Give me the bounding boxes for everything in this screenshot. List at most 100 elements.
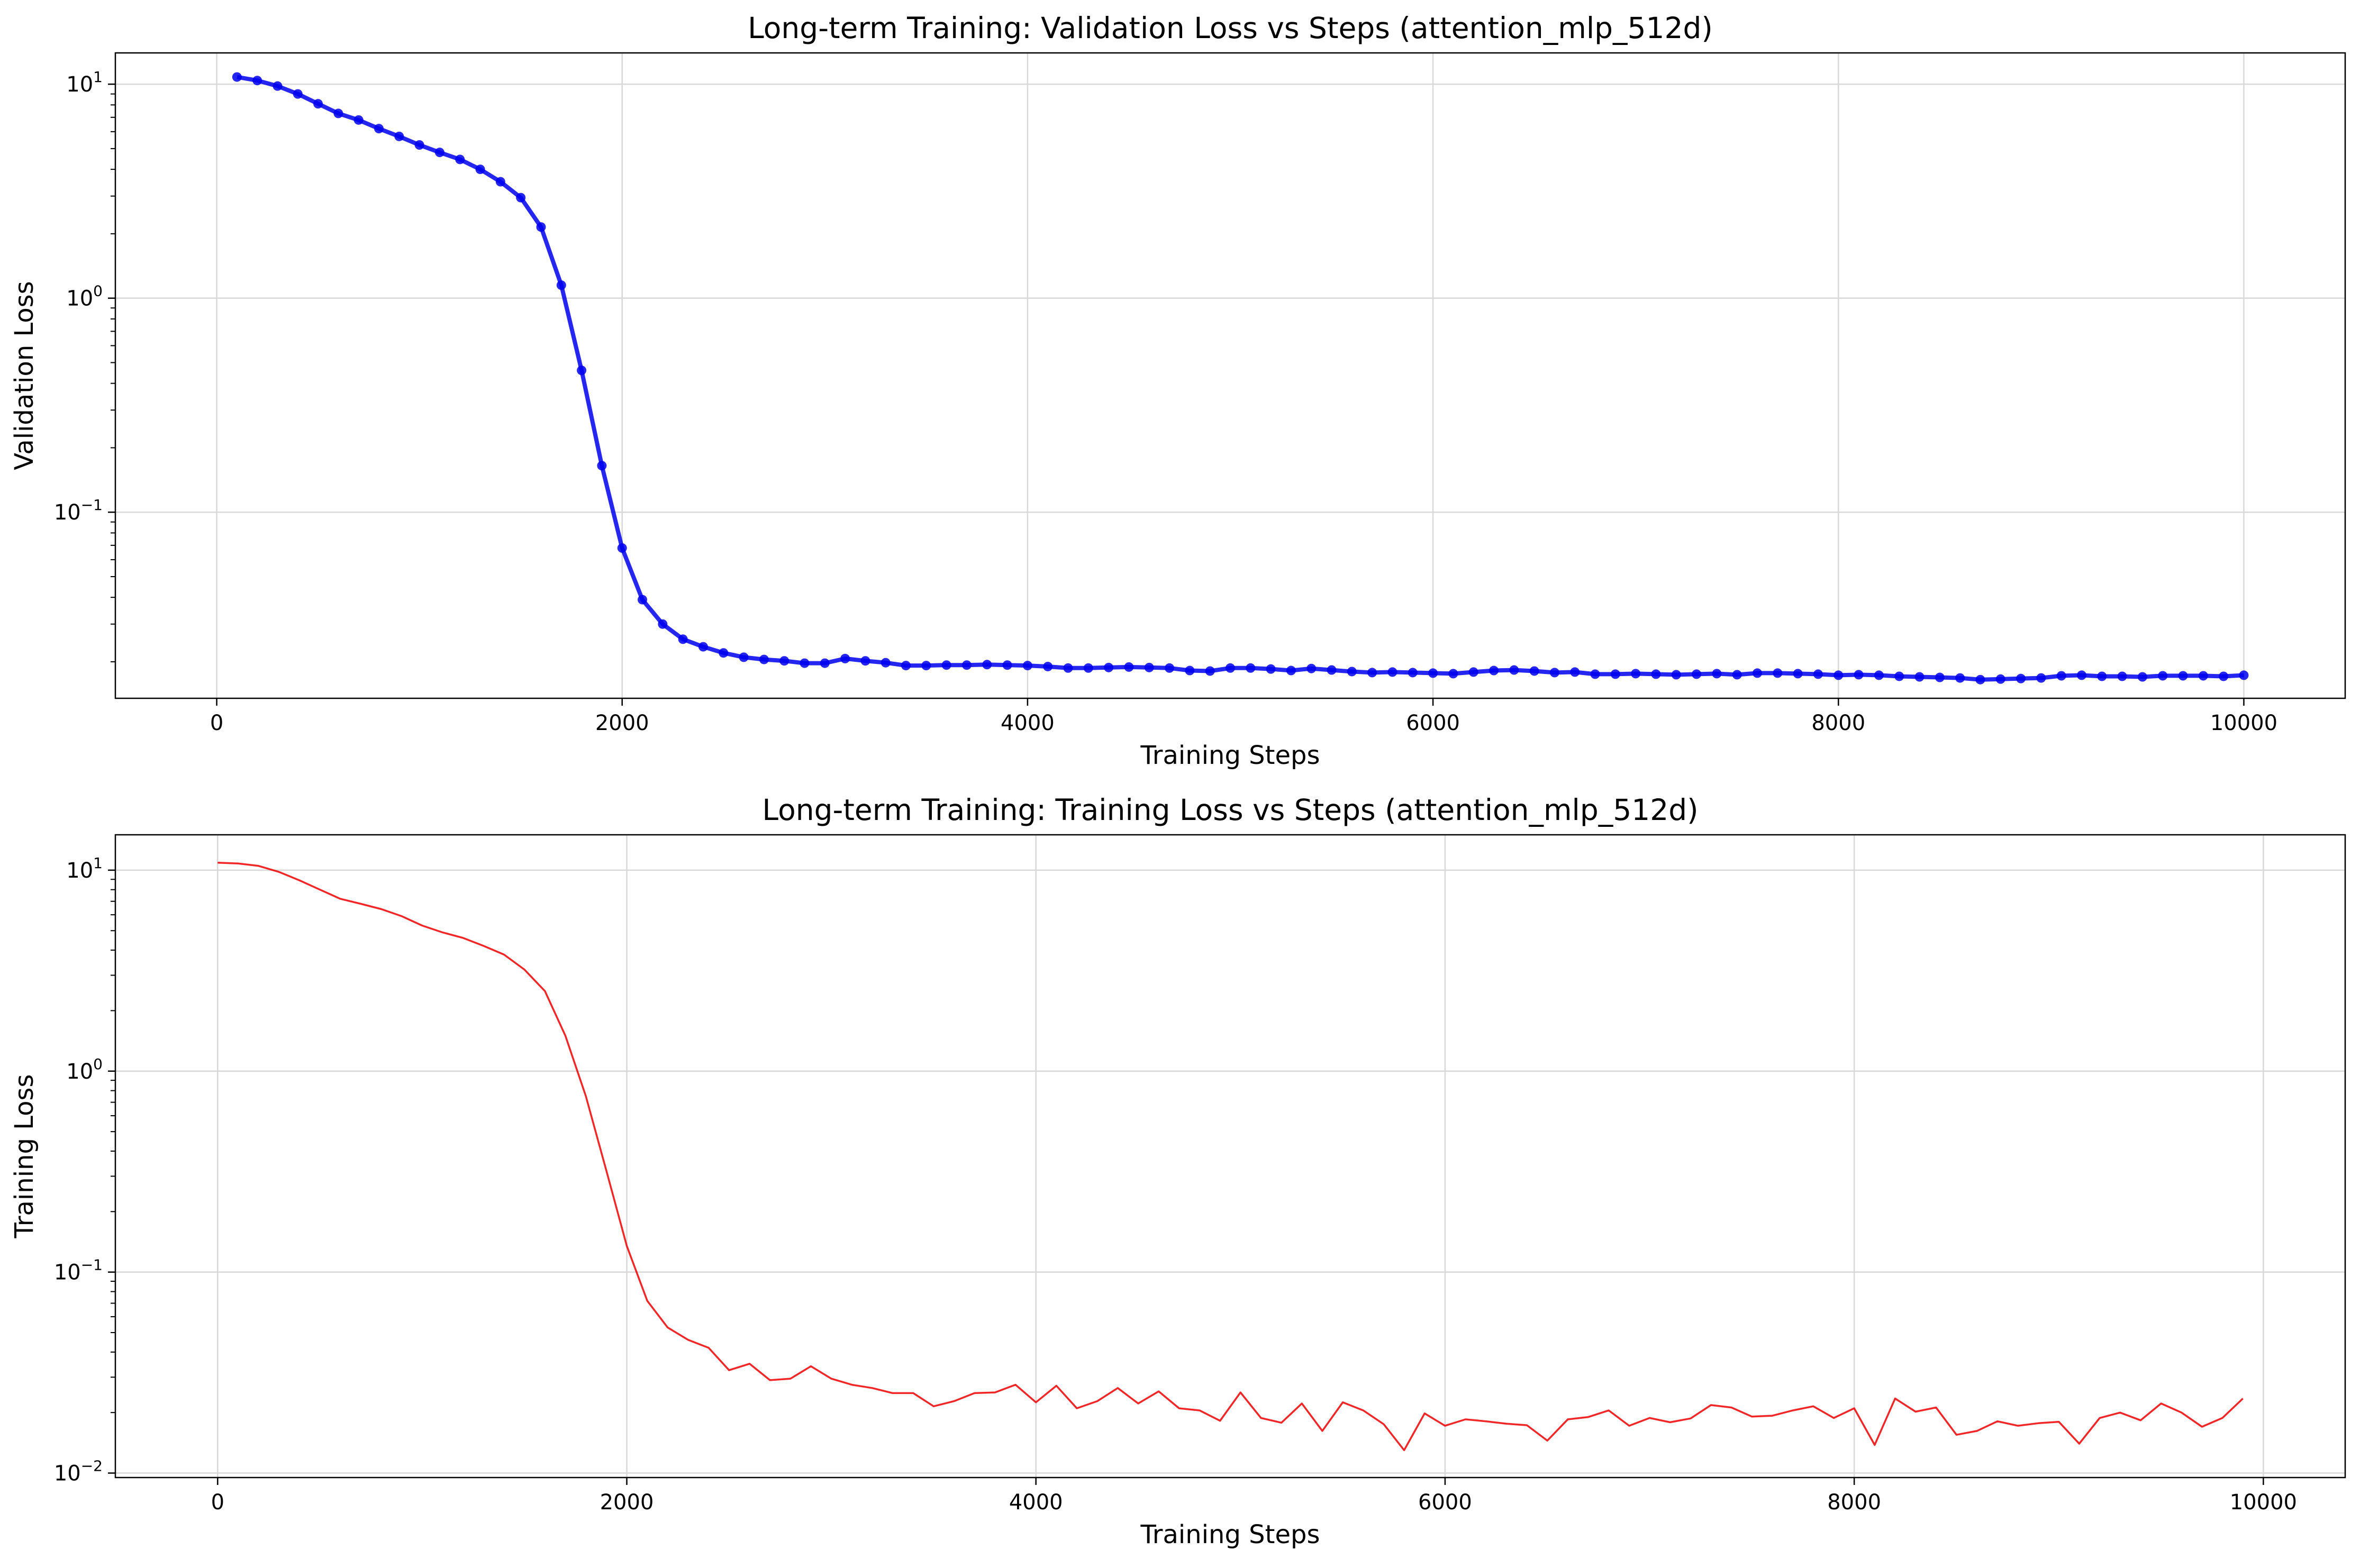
x-tick-label: 4000 <box>1001 711 1055 735</box>
data-point <box>2076 670 2086 680</box>
chart-title: Long-term Training: Training Loss vs Ste… <box>762 793 1698 827</box>
data-point <box>1246 663 1256 673</box>
data-point <box>1226 663 1235 673</box>
data-point <box>434 148 444 158</box>
y-tick-label: 101 <box>66 854 103 883</box>
y-tick-label: 10−1 <box>54 496 103 525</box>
data-point <box>232 72 242 82</box>
data-point <box>2016 673 2026 683</box>
x-axis-label: Training Steps <box>1140 1520 1320 1549</box>
data-point <box>1935 672 1945 682</box>
data-point <box>495 177 505 187</box>
data-point <box>638 595 648 605</box>
data-point <box>1002 660 1012 670</box>
data-point <box>1610 669 1620 679</box>
data-point <box>617 543 627 553</box>
data-point <box>1732 670 1742 680</box>
data-point <box>333 108 343 118</box>
data-point <box>2158 671 2168 681</box>
data-point <box>1529 666 1539 676</box>
data-point <box>1327 665 1337 675</box>
series-line <box>237 75 2244 682</box>
data-point <box>252 76 262 86</box>
data-point <box>1124 662 1134 672</box>
y-axis-label: Training Loss <box>10 1074 39 1239</box>
y-axis-label: Validation Loss <box>10 281 39 470</box>
data-point <box>1671 670 1681 680</box>
chart-2: 0 2000 4000 6000 8000 10000 10−2 10−1 100 101 Long… <box>10 793 2346 1549</box>
x-tick-label: 8000 <box>1827 1490 1881 1515</box>
x-tick-label: 0 <box>211 1490 224 1515</box>
chart-title: Long-term Training: Validation Loss vs S… <box>748 11 1713 45</box>
data-point <box>941 660 951 670</box>
data-point <box>2239 670 2249 680</box>
data-point <box>982 660 992 670</box>
data-point <box>414 140 424 150</box>
data-point <box>1266 664 1276 674</box>
data-point <box>2056 671 2066 681</box>
data-point <box>1995 674 2005 684</box>
data-point <box>1367 668 1377 678</box>
data-point <box>881 658 891 668</box>
data-point <box>698 642 708 652</box>
data-point <box>1448 669 1458 679</box>
data-point <box>820 658 830 668</box>
data-point <box>658 619 668 629</box>
data-point <box>1590 669 1600 679</box>
data-point <box>2137 672 2147 682</box>
data-point <box>1063 663 1073 673</box>
data-point <box>759 654 769 664</box>
data-point <box>1549 668 1559 678</box>
data-point <box>374 124 384 134</box>
data-point <box>1408 668 1418 678</box>
data-point <box>2219 671 2229 681</box>
data-point <box>293 89 303 99</box>
data-point <box>1489 666 1499 676</box>
series-line <box>217 861 2244 1452</box>
data-point <box>1468 667 1478 677</box>
data-point <box>1874 670 1884 680</box>
data-point <box>475 165 485 175</box>
x-tick-label: 6000 <box>1418 1490 1472 1515</box>
chart-1: 0 2000 4000 6000 8000 10000 10−1 100 101 Long-ter… <box>10 11 2346 770</box>
data-point <box>739 652 749 662</box>
data-point <box>1104 662 1114 672</box>
data-point <box>516 193 526 203</box>
data-point <box>1185 666 1195 676</box>
data-point <box>840 653 850 663</box>
data-point <box>1753 668 1763 678</box>
data-point <box>1692 669 1702 679</box>
data-point <box>597 461 607 471</box>
data-point <box>2097 671 2107 681</box>
data-point <box>901 661 911 671</box>
data-point <box>273 81 283 91</box>
data-point <box>313 99 323 109</box>
data-point <box>1286 666 1296 676</box>
x-tick-label: 6000 <box>1406 711 1460 735</box>
data-point <box>577 366 587 376</box>
data-point <box>455 154 465 165</box>
y-tick-label: 10−1 <box>54 1256 103 1285</box>
data-point <box>536 222 546 232</box>
x-tick-label: 0 <box>210 711 223 735</box>
data-point <box>1894 671 1904 681</box>
data-point <box>921 661 931 671</box>
data-point <box>1773 668 1783 678</box>
data-point <box>1428 668 1438 678</box>
x-axis-label: Training Steps <box>1140 741 1320 770</box>
data-point <box>860 656 870 666</box>
data-point <box>394 131 404 141</box>
x-tick-label: 4000 <box>1009 1490 1063 1515</box>
x-tick-label: 10000 <box>2230 1490 2297 1515</box>
data-point <box>779 656 789 666</box>
data-point <box>800 658 810 668</box>
data-point <box>2198 671 2208 681</box>
data-point <box>1570 667 1580 677</box>
data-point <box>961 660 972 670</box>
data-point <box>1083 663 1093 673</box>
data-point <box>556 280 566 290</box>
data-point <box>1043 661 1053 671</box>
data-point <box>1813 669 1823 679</box>
data-point <box>1955 673 1965 683</box>
